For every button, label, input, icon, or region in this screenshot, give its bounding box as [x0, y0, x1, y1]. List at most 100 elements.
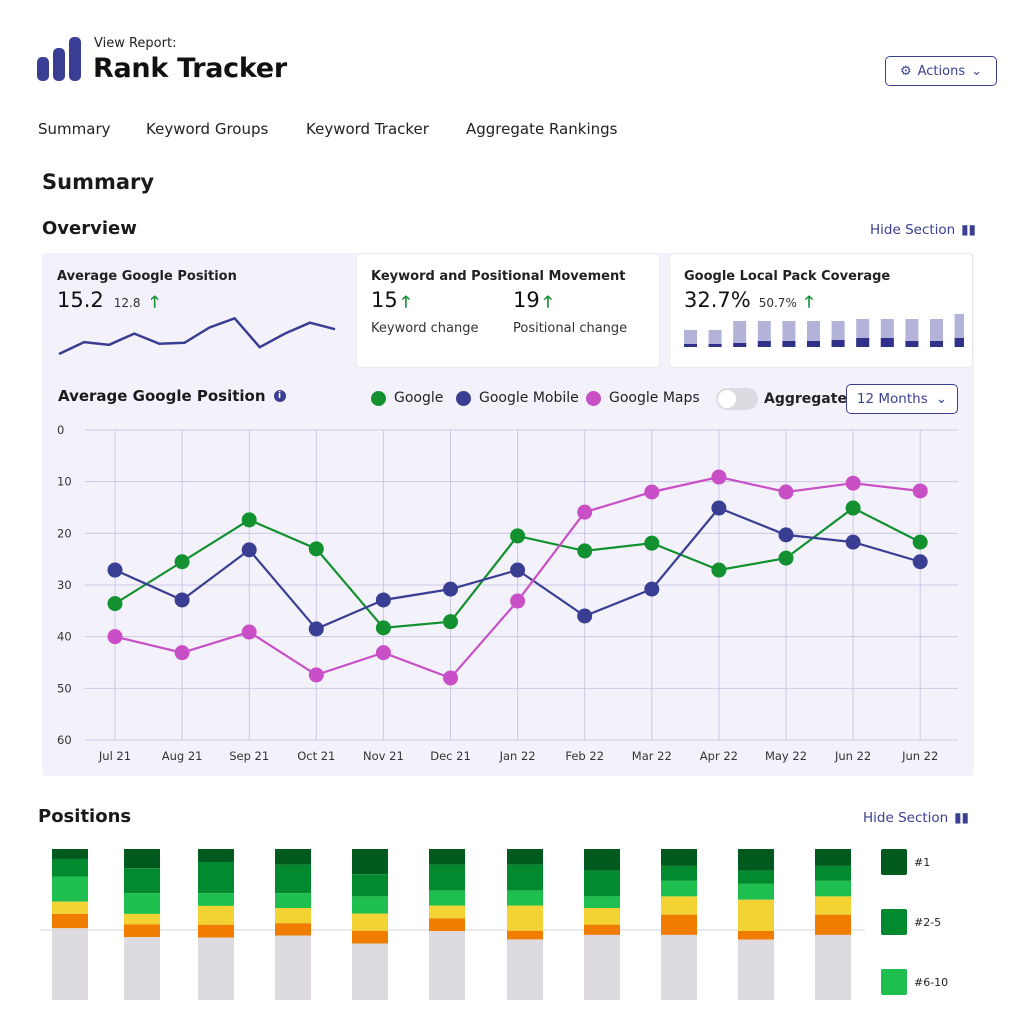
data-point[interactable]: [107, 562, 123, 578]
data-point[interactable]: [577, 608, 593, 624]
actions-button[interactable]: ⚙ Actions ⌄: [885, 56, 997, 86]
chevron-down-icon: ⌄: [971, 63, 983, 79]
position-bar-segment: [584, 849, 620, 871]
legend-label: Google Maps: [609, 390, 700, 406]
data-point[interactable]: [845, 534, 861, 550]
position-bar-segment: [738, 883, 774, 900]
position-bar-segment: [275, 864, 311, 894]
position-bar-segment: [738, 849, 774, 871]
data-point[interactable]: [711, 562, 727, 578]
position-bar-segment: [584, 896, 620, 909]
data-point[interactable]: [308, 667, 324, 683]
coverage-bar-dark: [905, 341, 919, 347]
legend-google-mobile[interactable]: Google Mobile: [456, 390, 579, 406]
data-point[interactable]: [174, 554, 190, 570]
legend-swatch-2-5: [881, 909, 907, 935]
arrow-up-icon: 🡑: [543, 292, 553, 311]
data-point[interactable]: [241, 624, 257, 640]
position-bar-segment: [815, 880, 851, 897]
data-point[interactable]: [241, 512, 257, 528]
data-point[interactable]: [443, 670, 458, 686]
data-point[interactable]: [107, 596, 123, 612]
positional-change-label: Positional change: [513, 321, 628, 336]
range-label: 12 Months: [856, 391, 928, 407]
data-point[interactable]: [644, 484, 660, 500]
data-point[interactable]: [443, 614, 458, 630]
info-icon[interactable]: i: [273, 390, 286, 402]
data-point[interactable]: [845, 500, 861, 516]
coverage-bar: [905, 319, 919, 347]
coverage-bar: [954, 314, 964, 347]
data-point[interactable]: [845, 475, 861, 491]
data-point[interactable]: [577, 543, 593, 559]
data-point[interactable]: [510, 593, 526, 609]
position-bar-segment: [738, 930, 774, 940]
position-bar-segment: [429, 930, 465, 1000]
position-bar-segment: [738, 899, 774, 931]
data-point[interactable]: [778, 527, 794, 543]
data-point[interactable]: [711, 500, 727, 516]
x-tick-label: Dec 21: [430, 749, 471, 763]
x-tick-label: Jun 22: [901, 749, 938, 763]
card-local-pack-coverage[interactable]: Google Local Pack Coverage 32.7% 50.7% 🡑: [669, 253, 973, 368]
data-point[interactable]: [778, 550, 794, 566]
data-point[interactable]: [711, 469, 727, 485]
card-title: Keyword and Positional Movement: [371, 269, 626, 284]
positions-chart: [40, 849, 865, 1000]
data-point[interactable]: [174, 645, 190, 661]
position-bar-segment: [275, 923, 311, 936]
coverage-bars: [684, 314, 964, 347]
position-bar-segment: [198, 849, 234, 862]
data-point[interactable]: [375, 620, 391, 636]
position-bar-segment: [507, 864, 543, 891]
data-point[interactable]: [510, 528, 526, 544]
position-bar-segment: [124, 868, 160, 894]
range-select[interactable]: 12 Months ⌄: [846, 384, 958, 414]
data-point[interactable]: [912, 554, 928, 570]
legend-google-maps[interactable]: Google Maps: [586, 390, 700, 406]
position-bar-segment: [198, 937, 234, 1000]
legend-google[interactable]: Google: [371, 390, 443, 406]
data-point[interactable]: [577, 504, 593, 520]
sparkline-path: [58, 316, 336, 356]
data-point[interactable]: [375, 592, 391, 608]
x-tick-label: Aug 21: [162, 749, 203, 763]
data-point[interactable]: [174, 592, 190, 608]
tab-keyword-tracker[interactable]: Keyword Tracker: [306, 120, 429, 138]
data-point[interactable]: [510, 562, 526, 578]
x-tick-label: May 22: [765, 749, 807, 763]
data-point[interactable]: [375, 645, 391, 661]
position-bar-segment: [661, 849, 697, 866]
data-point[interactable]: [241, 542, 257, 558]
overview-hide-section-button[interactable]: Hide Section ▮▮: [870, 222, 976, 238]
card-average-google-position[interactable]: Average Google Position 15.2 12.8 🡑: [42, 253, 346, 368]
legend-dot: [456, 390, 471, 406]
card-title: Average Google Position: [57, 269, 237, 284]
data-point[interactable]: [308, 621, 324, 637]
position-bar-segment: [661, 865, 697, 881]
position-bar-segment: [507, 890, 543, 906]
tab-aggregate-rankings[interactable]: Aggregate Rankings: [466, 120, 618, 138]
tab-summary[interactable]: Summary: [38, 120, 111, 138]
card-value: 32.7%: [684, 288, 751, 312]
coverage-bar: [684, 330, 697, 347]
data-point[interactable]: [443, 581, 458, 597]
position-bar-segment: [275, 893, 311, 909]
aggregate-toggle[interactable]: [716, 388, 758, 410]
positions-hide-section-button[interactable]: Hide Section ▮▮: [863, 810, 969, 826]
position-bar-segment: [507, 905, 543, 931]
tab-keyword-groups[interactable]: Keyword Groups: [146, 120, 269, 138]
data-point[interactable]: [912, 483, 928, 499]
data-point[interactable]: [107, 629, 123, 645]
position-bar-segment: [124, 913, 160, 925]
data-point[interactable]: [912, 534, 928, 550]
overview-heading: Overview: [42, 218, 137, 239]
position-bar-segment: [124, 924, 160, 938]
data-point[interactable]: [644, 535, 660, 551]
data-point[interactable]: [644, 581, 660, 597]
data-point[interactable]: [778, 484, 794, 500]
position-bar-segment: [275, 935, 311, 1000]
data-point[interactable]: [308, 541, 324, 557]
y-tick-label: 30: [57, 578, 72, 592]
card-keyword-movement[interactable]: Keyword and Positional Movement 15 🡑 Key…: [356, 253, 660, 368]
